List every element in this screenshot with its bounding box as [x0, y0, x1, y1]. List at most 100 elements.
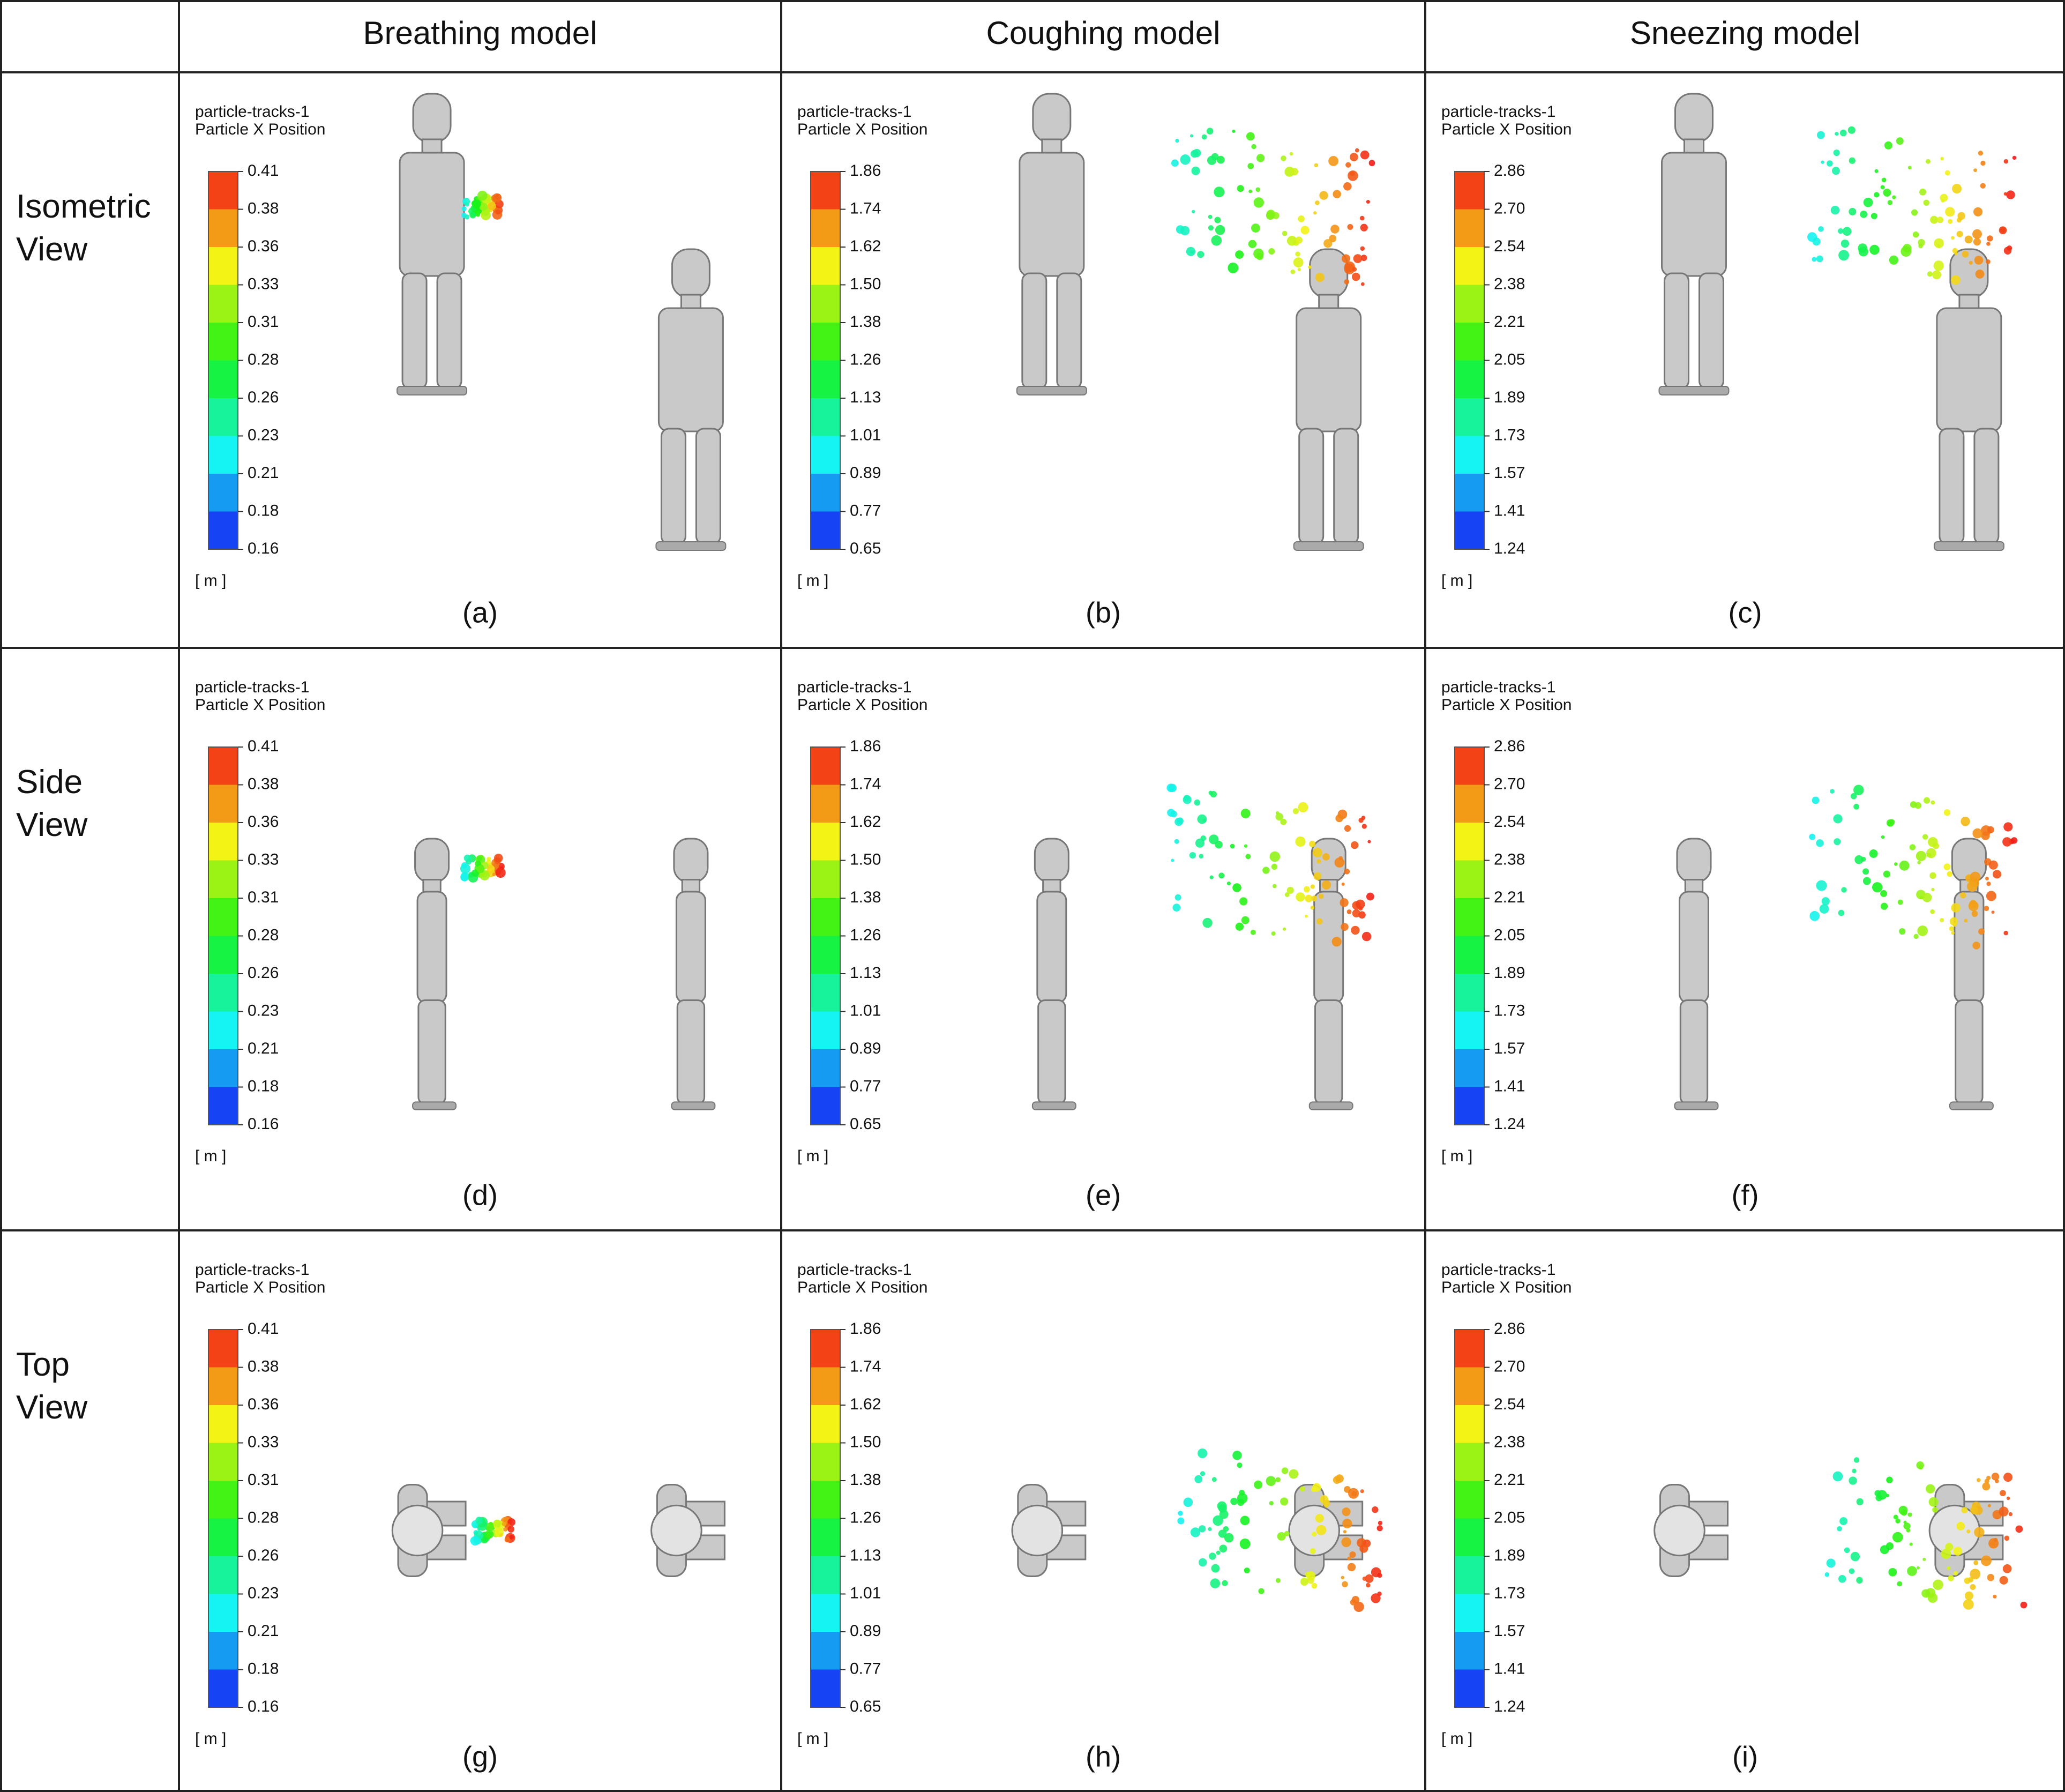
- colorbar-label: 1.74: [850, 1357, 881, 1375]
- colorbar-band: [811, 1481, 840, 1519]
- colorbar-band: [208, 1556, 238, 1595]
- panel-caption: (f): [1732, 1179, 1759, 1211]
- panel-caption: (i): [1732, 1741, 1758, 1773]
- particle: [1933, 1579, 1943, 1590]
- colorbar-label: 0.77: [850, 502, 881, 519]
- particle: [1211, 1564, 1220, 1573]
- colorbar-band: [208, 1669, 238, 1708]
- particle: [1209, 1552, 1216, 1560]
- colorbar-label: 2.70: [1494, 775, 1525, 793]
- legend-unit: [ m ]: [797, 572, 828, 589]
- colorbar-label: 0.23: [248, 1584, 279, 1602]
- colorbar-label: 2.86: [1494, 737, 1525, 755]
- particle: [1849, 1476, 1857, 1485]
- human: [655, 541, 727, 551]
- human: [1056, 272, 1082, 390]
- particle: [1987, 1504, 1991, 1507]
- colorbar-band: [208, 1518, 238, 1557]
- human: [1654, 1504, 1705, 1557]
- particle: [1377, 1573, 1382, 1578]
- particle: [1211, 1477, 1217, 1482]
- colorbar-band: [811, 285, 840, 323]
- particle: [1262, 867, 1270, 874]
- particle: [1838, 909, 1845, 916]
- particle: [1312, 1483, 1321, 1492]
- colorbar-label: 1.13: [850, 389, 881, 406]
- colorbar-band: [208, 747, 238, 786]
- particle: [477, 190, 488, 201]
- colorbar-band: [1455, 860, 1484, 899]
- particle: [1812, 796, 1820, 804]
- human: [417, 999, 446, 1105]
- particle: [2003, 822, 2013, 832]
- human: [396, 386, 468, 395]
- particle: [1168, 783, 1177, 793]
- particle: [1970, 1569, 1981, 1580]
- row-label: Top View: [16, 1346, 87, 1426]
- particle: [1223, 1526, 1229, 1532]
- colorbar-band: [1455, 360, 1484, 399]
- colorbar-label: 0.18: [248, 502, 279, 519]
- particle: [1351, 272, 1360, 281]
- legend-subtitle: Particle X Position: [195, 1279, 325, 1296]
- particle: [1298, 802, 1308, 813]
- colorbar-band: [208, 974, 238, 1012]
- colorbar-label: 1.57: [1494, 464, 1525, 482]
- particle: [1824, 1572, 1830, 1577]
- particle: [1224, 1533, 1234, 1543]
- particle: [1841, 887, 1847, 893]
- panel-caption: (d): [462, 1179, 498, 1211]
- particle: [1903, 1522, 1911, 1530]
- particle: [1235, 250, 1244, 259]
- particle: [488, 201, 496, 211]
- particle: [1880, 902, 1888, 910]
- colorbar-band: [1455, 1669, 1484, 1708]
- particle: [1993, 1537, 1998, 1542]
- particle: [1901, 1509, 1907, 1516]
- particle: [1951, 236, 1955, 240]
- particle: [1849, 207, 1857, 216]
- human: [671, 1101, 716, 1110]
- particle: [2002, 1564, 2012, 1573]
- colorbar-label: 0.41: [248, 1320, 279, 1338]
- particle: [1333, 190, 1342, 198]
- particle: [503, 1527, 508, 1532]
- human: [1663, 272, 1689, 390]
- colorbar-label: 2.38: [1494, 850, 1525, 868]
- particle: [1215, 225, 1225, 235]
- particle: [1985, 259, 1991, 264]
- colorbar-band: [811, 1632, 840, 1670]
- colorbar-label: 1.24: [1494, 540, 1525, 557]
- colorbar-label: 1.73: [1494, 1584, 1525, 1602]
- colorbar-band: [811, 1087, 840, 1125]
- particle: [1954, 251, 1958, 256]
- particle: [1352, 909, 1360, 917]
- particle: [1951, 903, 1961, 913]
- particle: [1172, 904, 1181, 912]
- legend-subtitle: Particle X Position: [195, 696, 325, 714]
- particle: [1853, 1457, 1860, 1463]
- particle: [1218, 1529, 1227, 1538]
- particle: [1993, 870, 2002, 879]
- particle: [1853, 785, 1864, 795]
- human: [1674, 1101, 1719, 1110]
- colorbar-band: [811, 785, 840, 823]
- particle: [1303, 886, 1310, 893]
- particle: [1342, 1581, 1348, 1588]
- legend-subtitle: Particle X Position: [797, 696, 927, 714]
- human: [1309, 248, 1349, 298]
- particle: [1307, 265, 1312, 269]
- colorbar-band: [811, 860, 840, 899]
- colorbar-band: [1455, 1405, 1484, 1444]
- particle: [1944, 170, 1950, 176]
- particle: [1960, 892, 1966, 899]
- particle: [1912, 232, 1919, 238]
- colorbar-band: [208, 360, 238, 399]
- human: [650, 1504, 702, 1557]
- colorbar-band: [811, 747, 840, 786]
- particle: [1880, 1545, 1889, 1555]
- particle: [1971, 910, 1978, 917]
- human: [1031, 1101, 1076, 1110]
- colorbar-label: 1.89: [1494, 1547, 1525, 1564]
